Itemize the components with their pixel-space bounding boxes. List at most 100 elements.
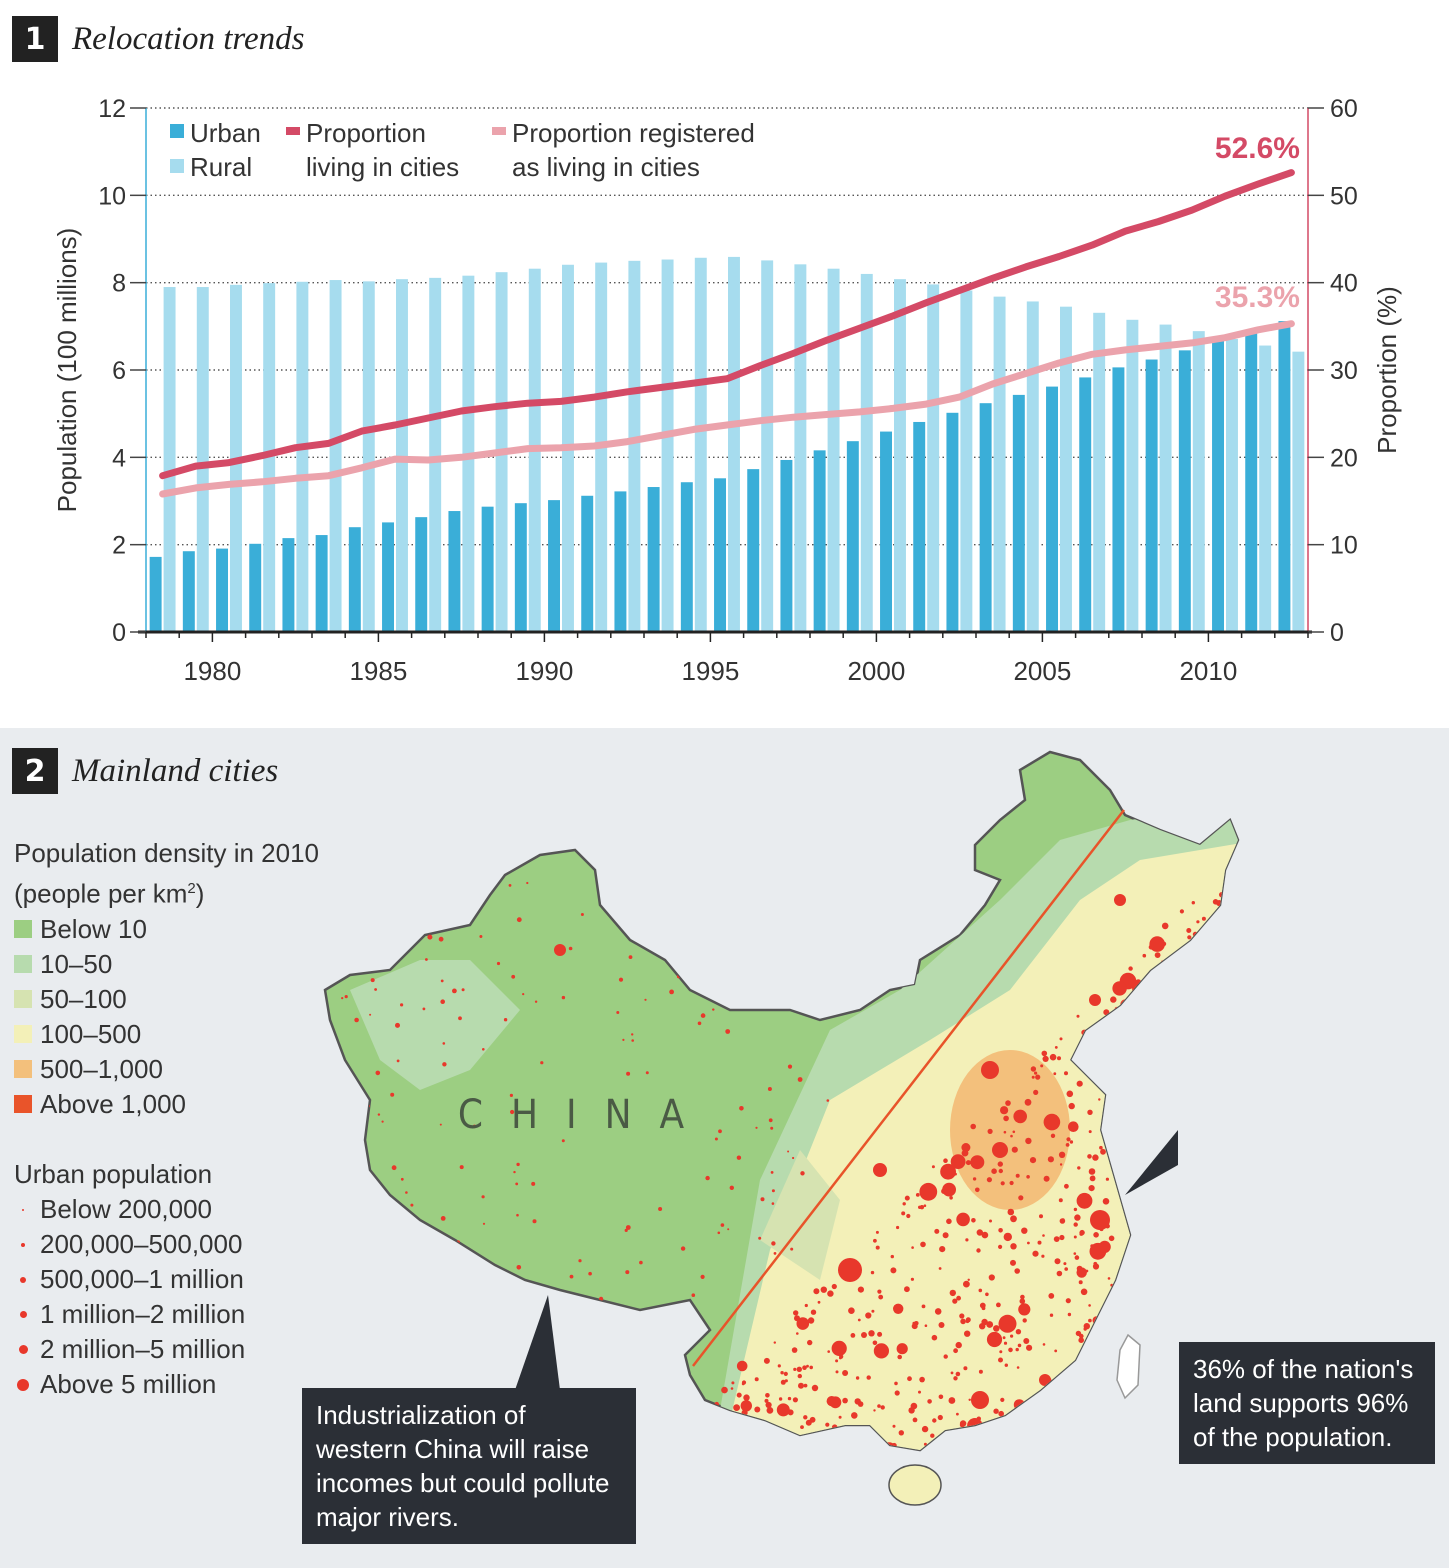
city-dot [1003,1115,1009,1122]
city-dot [1101,1071,1105,1075]
city-dot [771,1189,775,1193]
urban-bar [149,556,162,632]
city-dot [1225,1218,1234,1227]
city-dot [890,1267,897,1274]
city-dot [481,1195,485,1199]
city-dot [1172,1206,1179,1213]
city-dot [990,1335,996,1342]
city-dot [1100,1148,1106,1155]
city-dot [1027,1435,1032,1440]
city-dot [724,936,727,939]
city-dot [1087,1109,1093,1116]
density-label: 50–100 [40,983,127,1014]
city-dot [988,1274,995,1281]
city-dot [723,1446,733,1450]
city-dot [641,914,645,919]
urban-bar [1245,330,1258,632]
city-dot [1219,1062,1224,1067]
density-legend-title: Population density in 2010 [14,838,320,868]
city-dot [1196,1203,1200,1206]
city-dot [1162,1448,1166,1450]
city-dot [765,1393,770,1398]
rural-bar [827,268,840,632]
rural-bar [1060,306,1072,632]
city-dot [777,937,780,940]
city-dot [1179,909,1184,914]
city-dot [1148,1090,1154,1096]
city-dot [1076,1014,1080,1018]
x-tick-label: 1985 [349,656,407,686]
city-dot [796,1366,802,1373]
city-dot [526,881,529,885]
city-dot [1171,1120,1176,1126]
city-dot [1010,1215,1017,1223]
rural-bar [927,284,940,632]
rural-bar [694,257,707,632]
city-dot [1206,1267,1210,1271]
city-dot [534,1000,538,1003]
city-dot [1195,1038,1200,1043]
city-dot [1119,1034,1126,1041]
y-tick-label: 2 [112,532,126,560]
city-dot [1164,1256,1171,1263]
city-dot [851,1412,858,1419]
city-dot [1076,1411,1082,1418]
city-dot [1226,1204,1232,1211]
city-dot [857,1286,865,1293]
city-dot [1194,975,1200,982]
city-dot [1192,1218,1198,1224]
city-dot [1237,1106,1238,1110]
rural-bar [1226,338,1238,632]
city-dot [1127,1142,1134,1149]
city-dot [937,1414,943,1421]
city-dot [1178,1120,1183,1125]
city-dot [976,1229,983,1236]
city-dot [599,1296,604,1301]
city-dot [561,1139,565,1143]
annotation-52-6: 52.6% [1215,132,1300,165]
legend-proportion-label-2: living in cities [306,152,459,182]
urban-bar [348,527,361,632]
city-dot [1065,1298,1071,1304]
city-dot [1201,1194,1204,1198]
city-dot [986,1177,993,1183]
city-dot [1234,953,1238,957]
legend-urban-label: Urban [190,118,261,148]
city-dot [733,921,738,925]
city-dot [758,1236,762,1240]
city-dot [1239,1302,1243,1306]
city-dot [700,1274,705,1279]
city-dot [987,1128,993,1134]
city-dot [1249,1234,1255,1240]
city-dot [1258,1319,1261,1322]
city-dot [1180,1083,1197,1101]
city-dot [1010,1134,1013,1138]
city-dot [1250,1216,1254,1220]
city-dot [1155,1072,1162,1078]
city-dot [394,1249,399,1253]
city-dot [1148,1006,1152,1010]
city-dot [1101,1082,1106,1086]
city-dot [708,883,712,886]
city-dot [1010,1334,1014,1338]
city-dot [374,988,377,991]
city-dot [1140,1220,1148,1227]
city-dot [800,1323,804,1327]
city-dot [780,1379,786,1385]
city-dot [1016,1366,1020,1369]
city-dot [476,1281,481,1285]
city-dot [712,1008,715,1011]
city-dot [1000,1106,1009,1115]
city-dot [1178,975,1185,983]
city-dot [394,1259,399,1264]
city-dot [1182,1303,1186,1306]
city-dot [1130,1093,1134,1098]
city-dot [950,1371,954,1375]
section-2-header: 2 Mainland cities [12,748,278,794]
y-tick-label: 0 [112,619,126,647]
city-dot [1087,1352,1091,1355]
city-dot [1126,1043,1130,1047]
city-dot [938,1322,945,1328]
city-dot [755,1126,758,1129]
city-dot [1205,1260,1210,1265]
